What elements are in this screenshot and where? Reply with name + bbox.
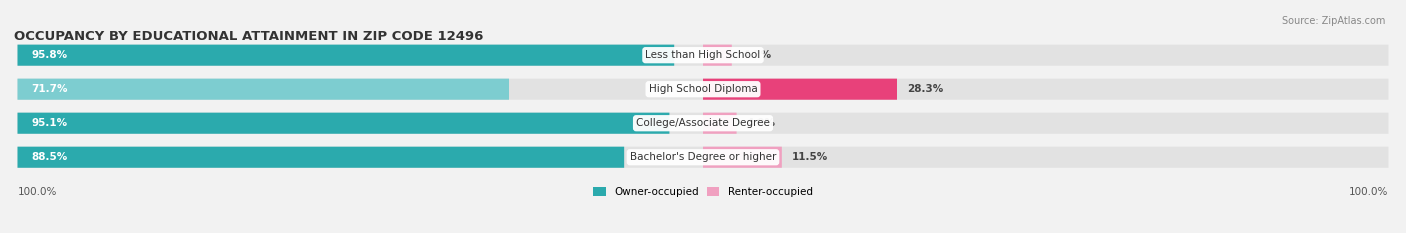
FancyBboxPatch shape [17,45,1389,66]
Text: 4.2%: 4.2% [742,50,772,60]
Legend: Owner-occupied, Renter-occupied: Owner-occupied, Renter-occupied [589,183,817,201]
Text: 4.9%: 4.9% [747,118,776,128]
Text: Bachelor's Degree or higher: Bachelor's Degree or higher [630,152,776,162]
Text: OCCUPANCY BY EDUCATIONAL ATTAINMENT IN ZIP CODE 12496: OCCUPANCY BY EDUCATIONAL ATTAINMENT IN Z… [14,30,484,43]
FancyBboxPatch shape [703,79,897,100]
Text: 88.5%: 88.5% [31,152,67,162]
FancyBboxPatch shape [17,113,669,134]
Text: High School Diploma: High School Diploma [648,84,758,94]
Text: 95.1%: 95.1% [31,118,67,128]
FancyBboxPatch shape [17,147,624,168]
Text: 100.0%: 100.0% [17,187,56,197]
Text: 95.8%: 95.8% [31,50,67,60]
Text: 11.5%: 11.5% [792,152,828,162]
FancyBboxPatch shape [703,147,782,168]
Text: Less than High School: Less than High School [645,50,761,60]
Text: College/Associate Degree: College/Associate Degree [636,118,770,128]
FancyBboxPatch shape [17,147,1389,168]
FancyBboxPatch shape [703,45,731,66]
FancyBboxPatch shape [17,79,509,100]
Text: 100.0%: 100.0% [1350,187,1389,197]
Text: 28.3%: 28.3% [907,84,943,94]
FancyBboxPatch shape [17,45,675,66]
FancyBboxPatch shape [17,113,1389,134]
Text: Source: ZipAtlas.com: Source: ZipAtlas.com [1281,16,1385,26]
FancyBboxPatch shape [17,79,1389,100]
Text: 71.7%: 71.7% [31,84,67,94]
FancyBboxPatch shape [703,113,737,134]
